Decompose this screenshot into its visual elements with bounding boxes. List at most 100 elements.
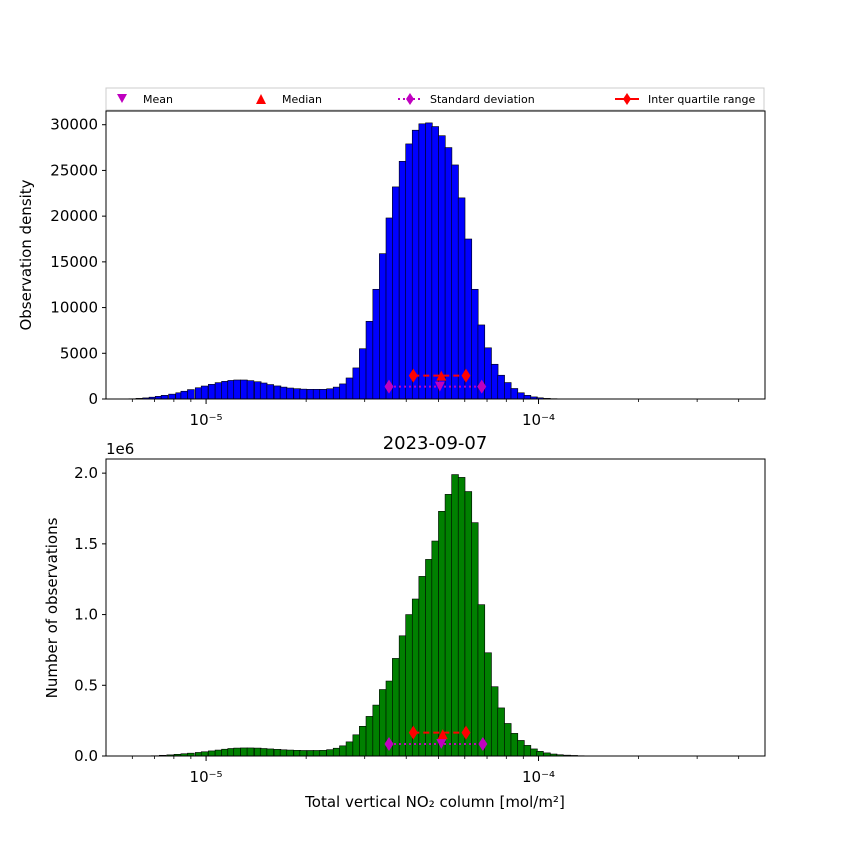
bottom-histogram-bar: [279, 749, 288, 757]
top-histogram-bar: [240, 379, 248, 400]
bottom-histogram-bar: [221, 748, 229, 757]
top-histogram-bar: [279, 386, 288, 400]
top-histogram-bar: [286, 387, 294, 400]
top-histogram-bar: [312, 389, 321, 400]
legend-box: [105, 87, 765, 111]
bottom-iqr-marker: [461, 725, 471, 740]
bottom-histogram-bar: [240, 747, 248, 757]
bottom-histogram-bar: [332, 747, 341, 757]
bottom-histogram-bar: [312, 750, 321, 757]
bottom-histogram-bar: [200, 751, 209, 757]
bottom-histogram-bar: [233, 747, 241, 757]
top-std-marker: [477, 379, 487, 394]
top-histogram-panel: Observation density 0 5000 10000 15000 20000…: [17, 110, 766, 429]
top-histogram-bar: [259, 382, 268, 400]
bottom-histogram-bar: [425, 559, 433, 757]
bottom-histogram-bar: [536, 751, 544, 757]
top-ylabel: Observation density: [17, 179, 35, 330]
top-histogram-bar: [326, 388, 334, 400]
legend-median-label: Median: [282, 93, 322, 106]
top-histogram-bar: [160, 395, 169, 400]
bottom-ytick-label: 0.0: [74, 747, 98, 765]
top-iqr-marker: [408, 368, 418, 383]
bottom-histogram-bar: [214, 749, 223, 757]
bottom-histogram-bar: [398, 635, 407, 757]
top-iqr-marker: [461, 368, 471, 383]
bottom-histogram-bar: [457, 477, 466, 757]
bottom-ytick-label: 1.5: [74, 535, 98, 553]
bottom-histogram-bar: [359, 725, 367, 757]
top-histogram-bar: [438, 135, 446, 400]
bottom-median-marker: [437, 729, 448, 740]
top-xtick-label: 10⁻⁴: [522, 411, 555, 429]
top-histogram-bar: [418, 123, 426, 400]
top-histogram-bar: [299, 388, 307, 400]
bottom-histogram-bar: [517, 740, 525, 757]
legend-iqr-label: Inter quartile range: [648, 93, 755, 106]
bottom-histogram-bar: [259, 748, 268, 757]
legend-iqr-icon: [615, 93, 639, 105]
top-histogram-bar: [398, 160, 407, 400]
top-histogram-bar: [266, 384, 274, 400]
bottom-histogram-bar: [477, 604, 486, 757]
top-ytick-label: 5000: [60, 344, 98, 362]
bottom-ytick-label: 2.0: [74, 464, 98, 482]
bottom-histogram-bar: [471, 522, 479, 757]
top-std-marker: [384, 379, 394, 394]
bottom-iqr-marker: [408, 725, 418, 740]
top-histogram-bar: [221, 381, 229, 400]
top-histogram-bar: [306, 389, 315, 400]
bottom-histogram-bar: [319, 750, 327, 757]
bottom-histogram-panel: 2023-09-07 1e6 Number of observations To…: [43, 433, 766, 811]
top-histogram-bar: [523, 395, 532, 400]
top-histogram-bar: [471, 288, 479, 400]
top-histogram-bar: [180, 390, 189, 400]
top-histogram-bar: [332, 386, 341, 400]
legend-median-icon: [256, 94, 266, 104]
bottom-histogram-bar: [464, 491, 473, 757]
top-histogram-bar: [339, 383, 347, 400]
bottom-histogram-bar: [365, 716, 374, 757]
bottom-std-marker: [478, 736, 488, 751]
bottom-histogram-bar: [484, 652, 492, 757]
bottom-histogram-bar: [345, 741, 354, 757]
top-histogram-bar: [214, 382, 223, 400]
legend-mean-icon: [117, 94, 127, 103]
top-histogram-bar: [200, 385, 209, 400]
top-mean-marker: [434, 381, 445, 392]
top-histogram-bar: [352, 367, 360, 400]
top-ytick-label: 10000: [50, 299, 98, 317]
legend: Mean Median Standard deviation Inter qua…: [105, 87, 765, 111]
legend-std-icon: [398, 93, 422, 105]
top-histogram-bar: [451, 164, 459, 400]
bottom-histogram-bar: [286, 749, 294, 757]
top-histogram-bar: [372, 288, 380, 400]
bottom-ytick-label: 0.5: [74, 676, 98, 694]
bottom-histogram-bar: [451, 474, 459, 757]
bottom-histogram-bar: [438, 511, 446, 757]
bottom-histogram-bar: [266, 748, 274, 757]
bottom-plot-frame: [105, 458, 766, 757]
top-histogram-bar: [457, 197, 466, 400]
top-histogram-bar: [187, 389, 195, 400]
top-histogram-bar: [319, 389, 327, 400]
top-ytick-label: 15000: [50, 253, 98, 271]
top-histogram-bar: [497, 374, 505, 400]
bottom-histogram-bar: [497, 707, 505, 757]
top-histogram-bar: [425, 122, 433, 400]
top-histogram-bar: [444, 147, 453, 400]
top-ytick-label: 20000: [50, 207, 98, 225]
bottom-histogram-bar: [326, 749, 334, 757]
top-xtick-label: 10⁻⁵: [190, 411, 223, 429]
top-histogram-bar: [168, 393, 176, 400]
bottom-histogram-bar: [510, 733, 519, 757]
bottom-histogram-bar: [299, 750, 307, 757]
legend-mean-label: Mean: [143, 93, 173, 106]
bottom-histogram-bar: [339, 745, 347, 757]
top-median-marker: [436, 370, 447, 381]
bottom-histogram-bar: [418, 576, 426, 757]
bottom-histogram-bar: [431, 540, 439, 757]
top-ytick-label: 30000: [50, 116, 98, 134]
